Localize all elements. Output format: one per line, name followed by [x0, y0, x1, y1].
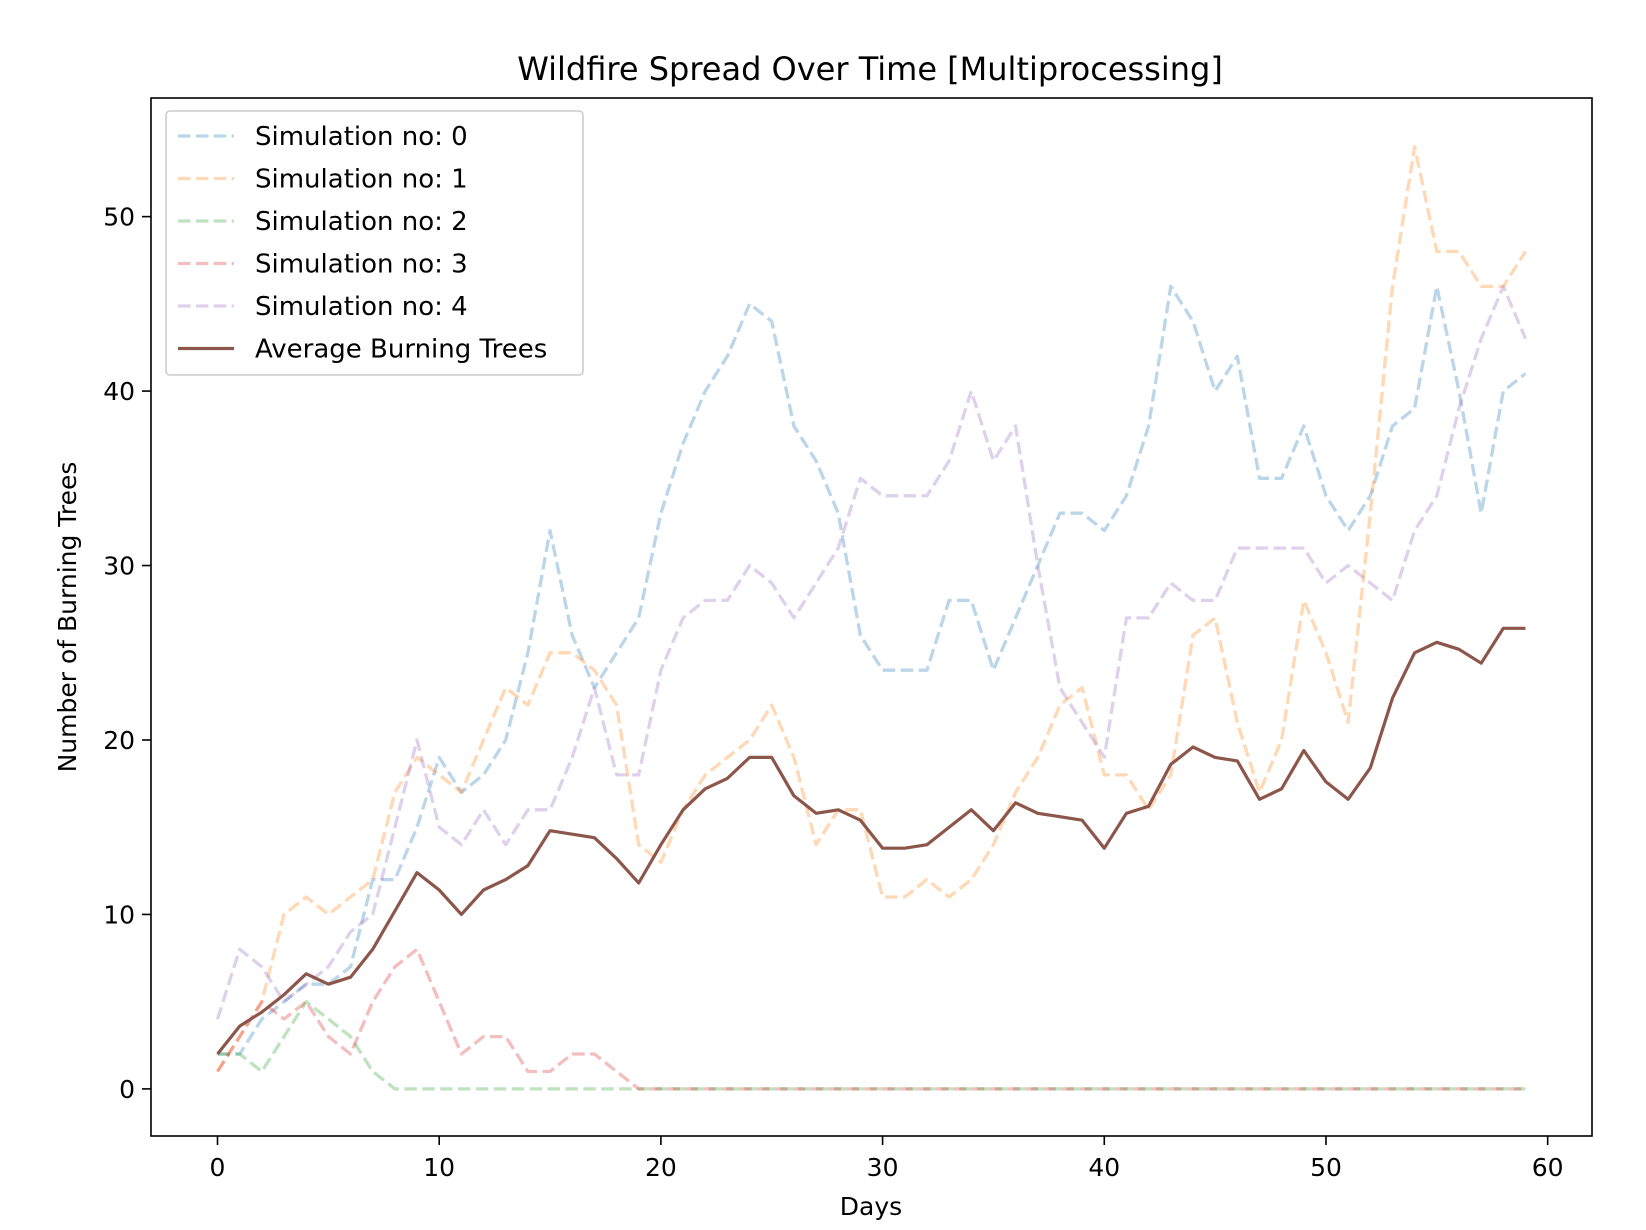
legend-label: Average Burning Trees: [255, 335, 547, 365]
x-tick-label: 40: [1088, 1153, 1120, 1182]
y-tick-label: 50: [103, 203, 135, 232]
series-line-0: [217, 284, 1527, 1056]
x-tick-label: 20: [645, 1153, 677, 1182]
y-tick-label: 0: [119, 1075, 135, 1104]
legend-label: Simulation no: 4: [255, 292, 468, 322]
legend-label: Simulation no: 0: [255, 122, 468, 152]
x-tick-label: 0: [210, 1153, 226, 1182]
x-axis-label: Days: [840, 1192, 902, 1221]
legend-label: Simulation no: 3: [255, 250, 468, 280]
x-tick-label: 30: [867, 1153, 899, 1182]
x-tick-label: 10: [423, 1153, 455, 1182]
series-line-5: [216, 626, 1526, 1055]
legend-label: Simulation no: 1: [255, 165, 468, 195]
legend-box: [165, 110, 584, 376]
y-tick-label: 40: [103, 377, 135, 406]
x-tick-label: 60: [1532, 1153, 1564, 1182]
axes-frame: [150, 97, 1593, 1137]
series-line-2: [217, 1000, 1526, 1091]
chart-title: Wildfire Spread Over Time [Multiprocessi…: [517, 50, 1223, 88]
plot-area: [215, 145, 1528, 1091]
legend: Simulation no: 0 Simulation no: 1 Simulati…: [165, 110, 584, 376]
axis-ticks: 0 10 20 30 40 50 60 0 10 20 30 40 50: [103, 203, 1563, 1182]
series-line-1: [216, 145, 1527, 1073]
x-tick-label: 50: [1310, 1153, 1342, 1182]
y-tick-label: 20: [103, 726, 135, 755]
y-tick-label: 30: [103, 552, 135, 581]
y-tick-label: 10: [103, 900, 135, 929]
series-line-3: [216, 947, 1526, 1091]
y-axis-label: Number of Burning Trees: [53, 462, 82, 773]
legend-label: Simulation no: 2: [255, 207, 468, 237]
series-line-4: [215, 284, 1528, 1020]
